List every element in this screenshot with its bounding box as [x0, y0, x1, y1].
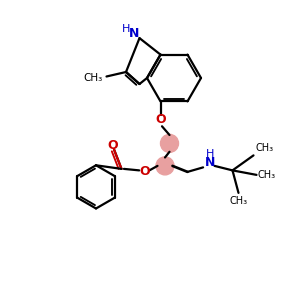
Text: CH₃: CH₃ [84, 73, 103, 83]
Text: O: O [155, 113, 166, 126]
Text: O: O [107, 139, 118, 152]
Text: CH₃: CH₃ [230, 196, 247, 206]
Text: N: N [129, 27, 139, 40]
Text: N: N [205, 156, 215, 169]
Circle shape [156, 157, 174, 175]
Text: CH₃: CH₃ [255, 143, 273, 153]
Text: O: O [139, 165, 150, 178]
Text: CH₃: CH₃ [258, 170, 276, 180]
Text: H: H [122, 23, 130, 34]
Text: H: H [206, 149, 214, 160]
Circle shape [160, 134, 178, 152]
